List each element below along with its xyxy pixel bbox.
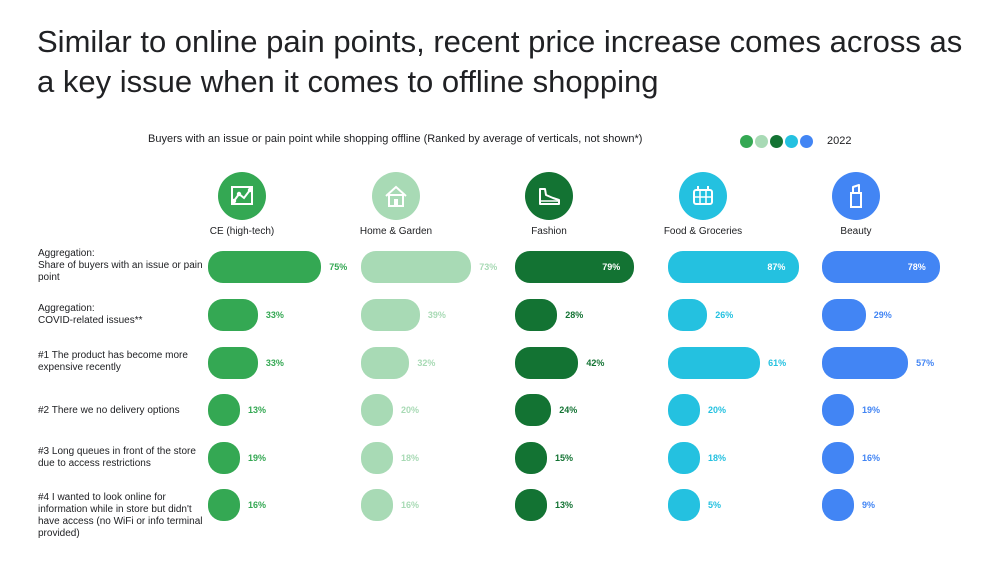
bar-value-label: 33% [265, 358, 284, 368]
bar [361, 251, 472, 283]
bar [208, 489, 240, 521]
bar-value-label: 5% [708, 500, 722, 510]
bar-value-label: 29% [873, 310, 892, 320]
page-title: Similar to online pain points, recent pr… [37, 24, 963, 99]
bar-value-label: 13% [555, 500, 574, 510]
legend-year: 2022 [827, 135, 852, 147]
column-label: Food & Groceries [663, 226, 743, 237]
legend-dot [770, 134, 783, 148]
legend-dot [800, 134, 813, 148]
bar [361, 299, 420, 331]
bar [208, 394, 240, 426]
legend-dot [755, 134, 768, 148]
bar-value-label: 39% [427, 310, 446, 320]
column-header: Food & Groceries [638, 172, 768, 237]
bar [361, 347, 410, 379]
bar-value-label: 33% [265, 310, 284, 320]
bar [822, 251, 940, 283]
column-label: CE (high-tech) [209, 226, 275, 237]
column-header: Beauty [791, 172, 921, 237]
legend: 2022 [740, 134, 851, 148]
legend-dot [785, 134, 798, 148]
bar-value-label: 20% [708, 405, 727, 415]
camera-network-icon [218, 172, 266, 220]
bar [822, 442, 854, 474]
bar-value-label: 42% [586, 358, 605, 368]
grocery-basket-icon [679, 172, 727, 220]
row-label: #2 There we no delivery options [38, 405, 180, 416]
column-label: Beauty [840, 226, 872, 237]
column-header: Home & Garden [331, 172, 461, 237]
bar [668, 299, 708, 331]
bar [208, 442, 240, 474]
bar [668, 347, 761, 379]
bar-value-label: 61% [768, 358, 787, 368]
bar-value-label: 79% [602, 262, 621, 272]
bar-value-label: 75% [329, 262, 348, 272]
bar-value-label: 18% [708, 453, 727, 463]
bar-value-label: 32% [417, 358, 436, 368]
bar [668, 251, 800, 283]
bar-value-label: 26% [715, 310, 734, 320]
row-label: Aggregation: Share of buyers with an iss… [38, 248, 203, 283]
column-header: Fashion [484, 172, 614, 237]
bar-value-label: 24% [559, 405, 578, 415]
column-label: Fashion [531, 226, 567, 237]
bar-value-label: 9% [862, 500, 876, 510]
bar-value-label: 13% [248, 405, 267, 415]
row-label: Aggregation: COVID-related issues** [38, 303, 143, 326]
bar [361, 489, 393, 521]
bar [515, 442, 547, 474]
bar [361, 442, 393, 474]
sneaker-icon [525, 172, 573, 220]
bar-value-label: 73% [479, 262, 498, 272]
bar [668, 489, 700, 521]
bar [208, 251, 322, 283]
bar [822, 489, 854, 521]
bar [208, 299, 258, 331]
bar-value-label: 20% [401, 405, 420, 415]
bar-value-label: 19% [248, 453, 267, 463]
bar [822, 299, 866, 331]
bar-value-label: 16% [401, 500, 420, 510]
bar-value-label: 19% [862, 405, 881, 415]
bar [515, 299, 558, 331]
bar [668, 442, 700, 474]
bar [822, 347, 909, 379]
row-label: #3 Long queues in front of the store due… [38, 446, 196, 469]
bar [515, 394, 552, 426]
chart-subtitle: Buyers with an issue or pain point while… [148, 133, 643, 145]
bar [515, 347, 579, 379]
bar-value-label: 15% [555, 453, 574, 463]
legend-dot [740, 134, 753, 148]
row-label: #4 I wanted to look online for informati… [38, 492, 203, 539]
bar [822, 394, 854, 426]
bar [668, 394, 700, 426]
bar [361, 394, 393, 426]
lipstick-icon [832, 172, 880, 220]
bar-value-label: 78% [907, 262, 926, 272]
bar-value-label: 16% [248, 500, 267, 510]
column-header: CE (high-tech) [177, 172, 307, 237]
row-label: #1 The product has become more expensive… [38, 350, 188, 373]
column-label: Home & Garden [359, 226, 433, 237]
bar [208, 347, 258, 379]
bar [515, 489, 547, 521]
bar [515, 251, 635, 283]
bar-value-label: 18% [401, 453, 420, 463]
house-icon [372, 172, 420, 220]
bar-value-label: 87% [767, 262, 786, 272]
bar-value-label: 28% [565, 310, 584, 320]
bar-value-label: 57% [916, 358, 935, 368]
bar-value-label: 16% [862, 453, 881, 463]
